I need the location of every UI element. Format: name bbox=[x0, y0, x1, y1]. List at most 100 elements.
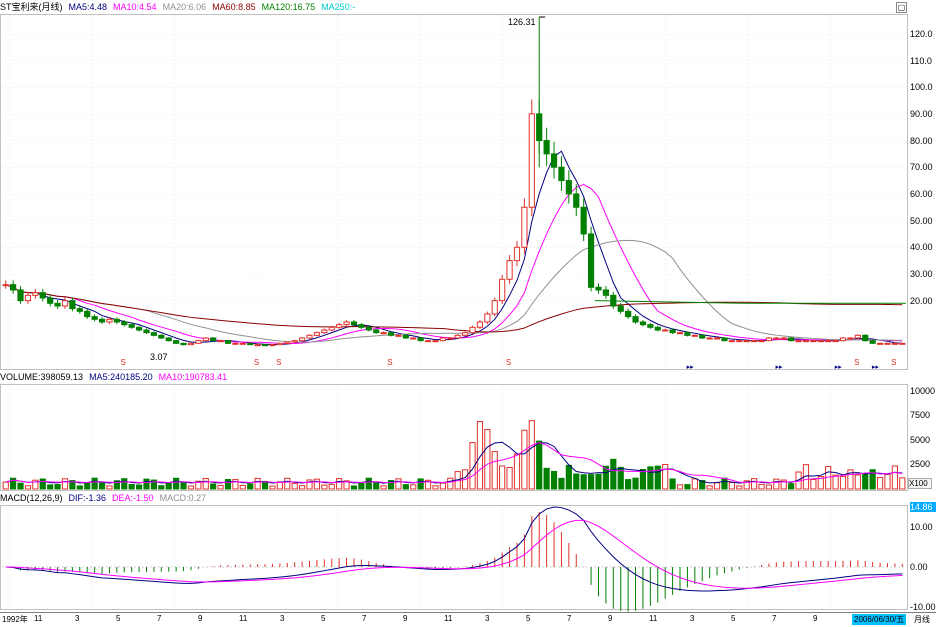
volume-value: VOLUME:398059.13 bbox=[0, 372, 84, 382]
candle-up bbox=[343, 321, 350, 326]
candle-down bbox=[417, 337, 424, 342]
x-axis-label: 5 bbox=[116, 614, 121, 623]
candle-up bbox=[832, 340, 839, 343]
price-axis-tick: 70.00 bbox=[910, 162, 933, 173]
volume-bar bbox=[180, 481, 187, 490]
candle-down bbox=[387, 332, 395, 336]
candle-down bbox=[580, 206, 587, 235]
price-legend: ST宝利来(月线) MA5:4.48 MA10:4.54 MA20:6.06 MA60:… bbox=[0, 1, 361, 14]
candle-down bbox=[558, 166, 565, 182]
x-axis-period: 月线 bbox=[914, 615, 930, 624]
candle-down bbox=[98, 318, 106, 323]
volume-bar bbox=[499, 465, 506, 490]
candle-down bbox=[247, 342, 254, 346]
candle-down bbox=[135, 326, 143, 331]
candle-down bbox=[869, 340, 876, 344]
volume-bar bbox=[69, 480, 76, 490]
candle-up bbox=[217, 340, 224, 343]
candle-down bbox=[543, 140, 550, 155]
ma5-label: MA5:4.48 bbox=[68, 2, 108, 12]
candle-up bbox=[462, 332, 469, 336]
price-axis-tick: 40.00 bbox=[910, 242, 933, 253]
macd-axis-tick: 14.86 bbox=[910, 502, 936, 512]
candle-up bbox=[676, 332, 684, 335]
candle-up bbox=[743, 340, 750, 343]
volume-bar bbox=[506, 466, 513, 490]
candle-up bbox=[810, 340, 817, 343]
volume-bar bbox=[817, 476, 824, 490]
candle-up bbox=[24, 294, 32, 302]
x-axis-label: 11 bbox=[34, 614, 43, 623]
volume-bar bbox=[706, 485, 713, 490]
volume-bar bbox=[128, 483, 135, 490]
volume-bar bbox=[773, 478, 780, 490]
candle-up bbox=[313, 332, 321, 336]
candle-down bbox=[54, 302, 61, 307]
price-panel-frame bbox=[0, 14, 908, 370]
candle-up bbox=[825, 340, 832, 343]
candle-down bbox=[113, 318, 120, 323]
candle-up bbox=[758, 340, 765, 343]
x-axis-label: 7 bbox=[772, 614, 777, 623]
low-price-label: 3.07 bbox=[150, 352, 168, 362]
volume-bar bbox=[98, 482, 106, 490]
candle-up bbox=[447, 337, 454, 340]
volume-bar bbox=[736, 485, 743, 490]
dea-label: DEA:-1.50 bbox=[112, 493, 154, 503]
candle-up bbox=[513, 246, 521, 262]
sell-marker: S bbox=[121, 358, 126, 367]
volume-bar bbox=[217, 484, 224, 490]
candle-up bbox=[751, 340, 758, 343]
volume-bar bbox=[699, 480, 706, 490]
volume-bar bbox=[832, 474, 839, 490]
candle-down bbox=[595, 286, 602, 291]
candle-down bbox=[143, 329, 150, 334]
volume-bar bbox=[847, 469, 854, 490]
volume-bar bbox=[210, 483, 217, 490]
volume-bar bbox=[113, 480, 120, 490]
volume-bar bbox=[158, 485, 165, 490]
candle-up bbox=[291, 340, 298, 343]
candle-up bbox=[899, 342, 906, 345]
candle-up bbox=[876, 342, 884, 345]
candle-up bbox=[802, 340, 810, 343]
candle-up bbox=[891, 342, 898, 345]
window-restore-button[interactable]: ▢ bbox=[896, 2, 907, 13]
volume-bar bbox=[313, 478, 321, 490]
volume-ma10-line bbox=[5, 441, 903, 484]
high-price-label: 126.31 bbox=[508, 17, 536, 27]
macd-axis-tick: -10.00 bbox=[910, 602, 936, 613]
candle-down bbox=[10, 284, 17, 291]
volume-bar bbox=[654, 465, 661, 490]
candle-down bbox=[39, 292, 46, 299]
x-axis-label: 9 bbox=[608, 614, 613, 623]
volume-bar bbox=[617, 466, 624, 490]
candle-up bbox=[299, 337, 306, 342]
candle-up bbox=[254, 344, 261, 347]
candle-up bbox=[239, 342, 246, 345]
volume-bar bbox=[61, 478, 69, 490]
volume-bar bbox=[543, 467, 550, 490]
candle-down bbox=[91, 316, 98, 320]
volume-bar bbox=[387, 479, 395, 490]
volume-bar bbox=[580, 474, 587, 490]
x-axis-label: 3 bbox=[690, 614, 695, 623]
volume-bar bbox=[84, 482, 91, 490]
volume-bar bbox=[684, 484, 691, 490]
volume-bar bbox=[54, 484, 61, 490]
price-axis-tick: 50.00 bbox=[910, 215, 933, 226]
volume-bar bbox=[424, 479, 432, 490]
volume-bar bbox=[758, 483, 765, 490]
candle-down bbox=[721, 337, 728, 342]
volume-bar bbox=[728, 482, 735, 490]
candle-down bbox=[350, 321, 358, 326]
candle-down bbox=[647, 324, 654, 328]
candle-down bbox=[550, 153, 558, 168]
sell-marker: S bbox=[854, 358, 859, 367]
macd-panel-frame bbox=[0, 505, 908, 610]
candle-down bbox=[180, 342, 187, 346]
volume-bar bbox=[47, 484, 54, 490]
candle-down bbox=[84, 310, 91, 318]
candle-up bbox=[321, 329, 328, 334]
